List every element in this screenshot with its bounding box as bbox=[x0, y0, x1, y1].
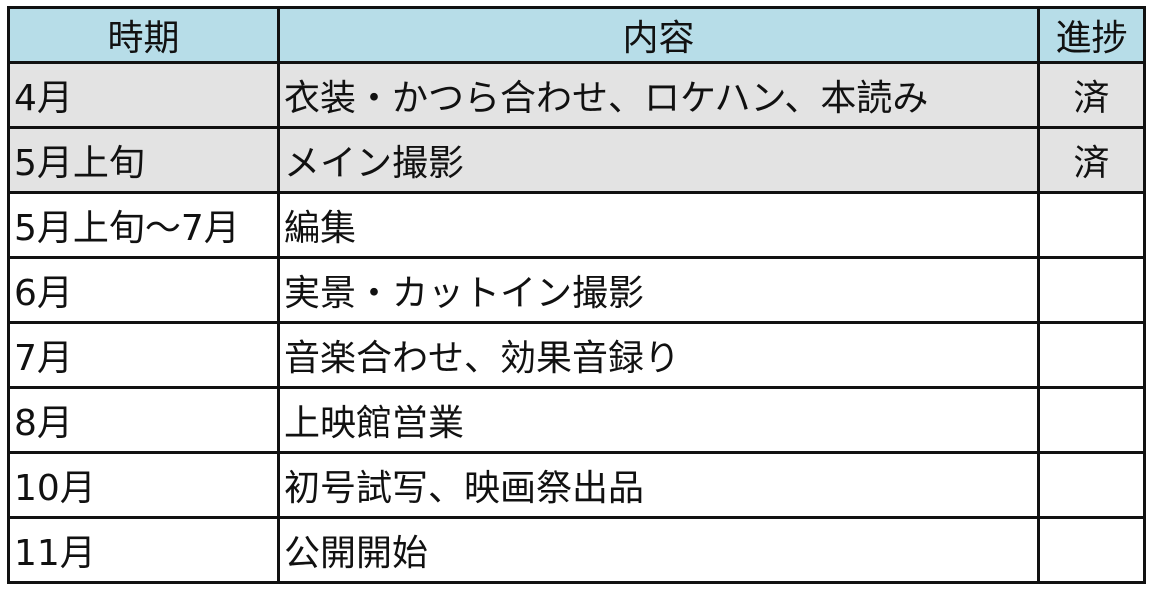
period-cell: 11月 bbox=[7, 516, 280, 584]
table-row: 10月 初号試写、映画祭出品 bbox=[7, 451, 1146, 519]
period-cell: 5月上旬～7月 bbox=[7, 191, 280, 259]
schedule-table: 時期 内容 進捗 4月 衣装・かつら合わせ、ロケハン、本読み済 5月上旬 メイン撮影済… bbox=[7, 6, 1146, 584]
status-cell bbox=[1037, 256, 1146, 324]
status-cell bbox=[1037, 321, 1146, 389]
table-row: 5月上旬 メイン撮影済 bbox=[7, 126, 1146, 194]
status-cell: 済 bbox=[1037, 61, 1146, 129]
content-cell: 音楽合わせ、効果音録り bbox=[277, 321, 1040, 389]
content-cell: 編集 bbox=[277, 191, 1040, 259]
status-cell bbox=[1037, 191, 1146, 259]
period-cell: 4月 bbox=[7, 61, 280, 129]
content-cell: 上映館営業 bbox=[277, 386, 1040, 454]
period-cell: 7月 bbox=[7, 321, 280, 389]
content-cell: メイン撮影 bbox=[277, 126, 1040, 194]
table-row: 4月 衣装・かつら合わせ、ロケハン、本読み済 bbox=[7, 61, 1146, 129]
period-cell: 10月 bbox=[7, 451, 280, 519]
period-cell: 6月 bbox=[7, 256, 280, 324]
table-row: 6月 実景・カットイン撮影 bbox=[7, 256, 1146, 324]
header-period: 時期 bbox=[7, 6, 280, 64]
status-cell: 済 bbox=[1037, 126, 1146, 194]
period-cell: 5月上旬 bbox=[7, 126, 280, 194]
header-content: 内容 bbox=[277, 6, 1040, 64]
content-cell: 衣装・かつら合わせ、ロケハン、本読み bbox=[277, 61, 1040, 129]
header-status: 進捗 bbox=[1037, 6, 1146, 64]
content-cell: 初号試写、映画祭出品 bbox=[277, 451, 1040, 519]
status-cell bbox=[1037, 451, 1146, 519]
table-row: 5月上旬～7月 編集 bbox=[7, 191, 1146, 259]
period-cell: 8月 bbox=[7, 386, 280, 454]
table-row: 7月 音楽合わせ、効果音録り bbox=[7, 321, 1146, 389]
status-cell bbox=[1037, 516, 1146, 584]
content-cell: 実景・カットイン撮影 bbox=[277, 256, 1040, 324]
status-cell bbox=[1037, 386, 1146, 454]
table-row: 8月 上映館営業 bbox=[7, 386, 1146, 454]
content-cell: 公開開始 bbox=[277, 516, 1040, 584]
header-row: 時期 内容 進捗 bbox=[7, 6, 1146, 64]
table-row: 11月 公開開始 bbox=[7, 516, 1146, 584]
